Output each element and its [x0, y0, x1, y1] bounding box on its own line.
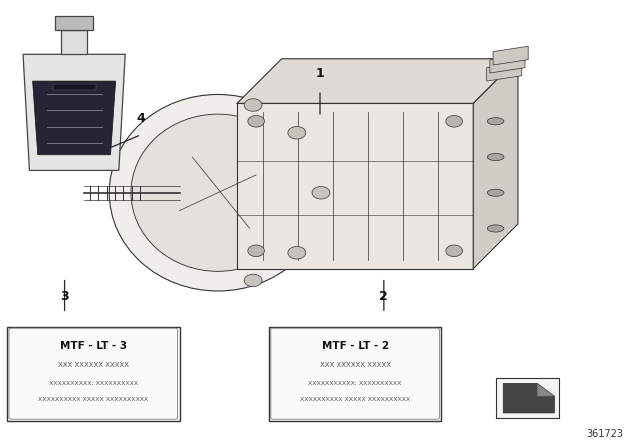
- Polygon shape: [55, 16, 93, 30]
- Circle shape: [248, 116, 264, 127]
- Bar: [53, 84, 97, 90]
- Text: XXXXXXXXXXX; XXXXXXXXXX: XXXXXXXXXXX; XXXXXXXXXX: [308, 380, 402, 385]
- Polygon shape: [61, 30, 87, 54]
- Polygon shape: [237, 103, 473, 269]
- Text: XXX XXXXXX XXXXX: XXX XXXXXX XXXXX: [319, 362, 390, 368]
- Text: 361723: 361723: [586, 429, 623, 439]
- Circle shape: [248, 245, 264, 257]
- Ellipse shape: [487, 118, 504, 125]
- Polygon shape: [473, 59, 518, 269]
- Text: 4: 4: [137, 112, 145, 125]
- Polygon shape: [503, 383, 554, 413]
- Circle shape: [446, 245, 463, 257]
- Polygon shape: [537, 383, 554, 396]
- Circle shape: [446, 116, 463, 127]
- Bar: [269, 327, 442, 421]
- Ellipse shape: [487, 189, 504, 196]
- Text: 3: 3: [60, 290, 69, 303]
- Circle shape: [244, 274, 262, 287]
- Text: XXXXXXXXXX; XXXXXXXXXX: XXXXXXXXXX; XXXXXXXXXX: [49, 380, 138, 385]
- Text: 2: 2: [380, 290, 388, 303]
- Polygon shape: [23, 54, 125, 170]
- Text: MTF - LT - 3: MTF - LT - 3: [60, 341, 127, 351]
- Circle shape: [288, 246, 306, 259]
- Ellipse shape: [109, 95, 326, 291]
- Circle shape: [288, 126, 306, 139]
- Circle shape: [312, 186, 330, 199]
- Text: MTF - LT - 2: MTF - LT - 2: [321, 341, 388, 351]
- Text: 1: 1: [316, 67, 324, 80]
- Text: XXX XXXXXX XXXXX: XXX XXXXXX XXXXX: [58, 362, 129, 368]
- Polygon shape: [237, 59, 518, 103]
- Text: XXXXXXXXXX XXXXX XXXXXXXXXX: XXXXXXXXXX XXXXX XXXXXXXXXX: [38, 397, 148, 402]
- Polygon shape: [486, 62, 522, 81]
- Text: XXXXXXXXXX XXXXX XXXXXXXXXX: XXXXXXXXXX XXXXX XXXXXXXXXX: [300, 397, 410, 402]
- Polygon shape: [33, 81, 116, 155]
- Ellipse shape: [487, 153, 504, 160]
- Bar: [7, 327, 179, 421]
- Ellipse shape: [487, 225, 504, 232]
- Bar: [495, 378, 559, 418]
- Polygon shape: [493, 46, 528, 65]
- Polygon shape: [490, 54, 525, 73]
- Circle shape: [244, 99, 262, 111]
- Ellipse shape: [131, 114, 305, 271]
